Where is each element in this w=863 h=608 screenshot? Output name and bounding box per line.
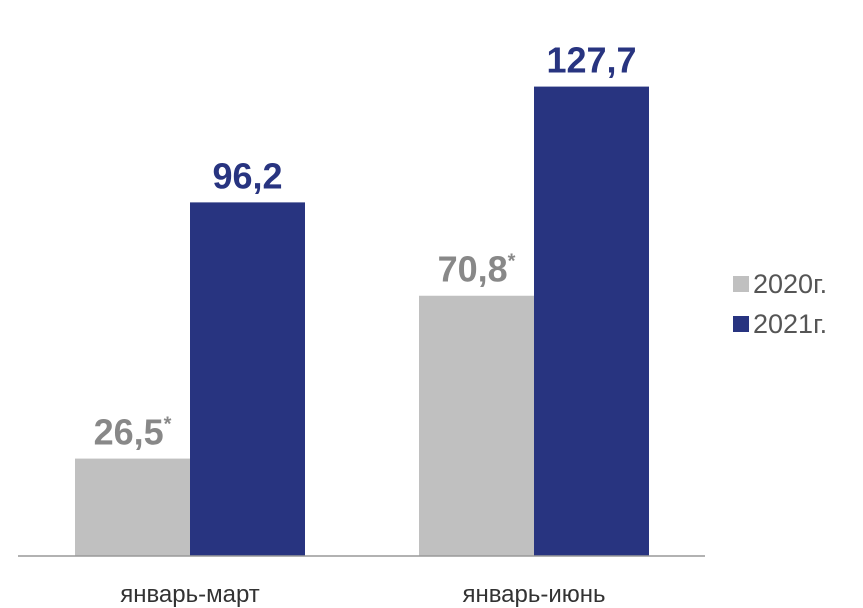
category-labels-group: январь-март январь-июнь [120, 581, 605, 608]
legend: 2020г. 2021г. [733, 264, 827, 344]
footnote-mark: * [508, 251, 516, 273]
bar-2020-cat1 [419, 295, 534, 556]
legend-item-2020: 2020г. [733, 264, 827, 304]
bars-group [75, 86, 649, 557]
value-label-2021-cat1: 127,7 [546, 40, 636, 81]
value-label-2020-cat0: 26,5* [94, 412, 172, 453]
legend-label-2021: 2021г. [753, 308, 828, 339]
value-label-2021-cat0: 96,2 [212, 155, 282, 196]
legend-label-2020: 2020г. [753, 268, 828, 299]
footnote-mark: * [164, 414, 172, 436]
legend-item-2021: 2021г. [733, 304, 827, 344]
bar-2021-cat0 [190, 202, 305, 556]
legend-swatch-2021 [733, 316, 749, 332]
category-label-0: январь-март [120, 581, 260, 608]
value-labels-group: 26,5* 96,2 70,8* 127,7 [94, 40, 637, 453]
bar-2021-cat1 [534, 86, 649, 557]
category-label-1: январь-июнь [462, 581, 605, 608]
bar-2020-cat0 [75, 458, 190, 556]
value-label-2020-cat1: 70,8* [438, 249, 516, 290]
legend-swatch-2020 [733, 276, 749, 292]
